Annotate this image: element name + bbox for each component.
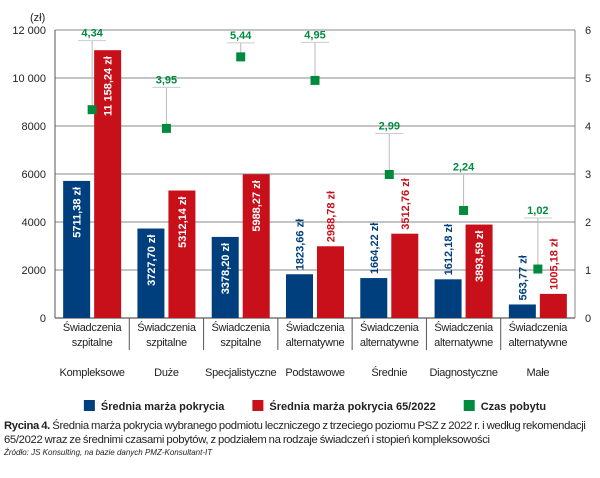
bar-blue xyxy=(211,236,239,318)
source-note: Źródło: JS Konsulting, na bazie danych P… xyxy=(4,448,213,457)
marker-value-label: 1,02 xyxy=(527,205,548,217)
category-label-line2: alternatywne xyxy=(286,337,345,349)
y-tick-label: 2000 xyxy=(22,265,46,277)
bar-value-label: 5711,38 zł xyxy=(72,187,84,238)
y-tick-label: 6000 xyxy=(22,169,46,181)
bar-red xyxy=(317,246,344,318)
bar-value-label: 5312,14 zł xyxy=(177,197,189,248)
y2-tick-label: 6 xyxy=(585,25,591,37)
figure-caption: Rycina 4. Średnia marża pokrycia wybrane… xyxy=(4,420,598,447)
y-unit-label: (zł) xyxy=(30,12,45,24)
bar-blue xyxy=(63,180,91,318)
legend-label: Czas pobytu xyxy=(481,401,546,413)
y2-tick-label: 1 xyxy=(585,265,591,277)
bar-blue xyxy=(434,279,462,318)
y2-tick-label: 4 xyxy=(585,121,591,133)
category-label-line2: szpitalne xyxy=(146,337,187,349)
y-tick-label: 12 000 xyxy=(12,25,46,37)
bar-blue xyxy=(137,228,165,318)
category-label-line2: szpitalne xyxy=(72,337,113,349)
category-label-line1: Świadczenia xyxy=(360,321,420,334)
y-tick-label: 4000 xyxy=(22,217,46,229)
marker-value-label: 4,34 xyxy=(81,28,103,40)
figure-footer: Rycina 4. Średnia marża pokrycia wybrane… xyxy=(4,420,598,457)
y-tick-label: 0 xyxy=(40,313,46,325)
legend-swatch xyxy=(463,400,475,411)
y2-tick-label: 5 xyxy=(585,73,591,85)
group-label: Diagnostyczne xyxy=(429,367,497,379)
y2-tick-label: 2 xyxy=(585,217,591,229)
bar-value-label: 3727,70 zł xyxy=(146,235,158,286)
group-label: Podstawowe xyxy=(285,367,345,379)
bar-red xyxy=(94,50,122,318)
group-label: Małe xyxy=(527,367,550,379)
bar-value-label: 2988,78 zł xyxy=(326,191,338,242)
group-label: Kompleksowe xyxy=(60,367,125,379)
category-label-line1: Świadczenia xyxy=(63,321,123,334)
marker-value-label: 4,95 xyxy=(304,29,325,41)
marker-czas-pobytu xyxy=(236,52,246,62)
legend-swatch xyxy=(83,400,95,411)
bar-value-label: 1823,66 zł xyxy=(295,219,307,270)
marker-value-label: 5,44 xyxy=(230,30,252,42)
marker-czas-pobytu xyxy=(310,75,320,85)
bar-red xyxy=(539,293,567,318)
group-label: Specjalistyczne xyxy=(205,367,276,379)
category-label-line2: alternatywne xyxy=(508,337,567,349)
group-label: Średnie xyxy=(371,366,407,379)
bar-blue xyxy=(508,304,536,318)
bar-value-label: 3512,76 zł xyxy=(400,178,412,229)
marker-czas-pobytu xyxy=(87,105,97,115)
bar-value-label: 1005,18 zł xyxy=(548,239,560,290)
caption-label: Rycina 4. xyxy=(4,420,50,432)
category-label-line1: Świadczenia xyxy=(211,321,271,334)
y2-tick-label: 0 xyxy=(585,313,591,325)
category-label-line2: szpitalne xyxy=(220,337,261,349)
category-label-line1: Świadczenia xyxy=(137,321,197,334)
bar-red xyxy=(465,224,493,318)
bar-value-label: 1612,18 zł xyxy=(443,224,455,275)
caption-text: Średnia marża pokrycia wybranego podmiot… xyxy=(4,420,586,446)
bar-blue xyxy=(286,274,313,318)
y2-tick-label: 3 xyxy=(585,169,591,181)
bar-value-label: 563,77 zł xyxy=(517,255,529,300)
marker-value-label: 3,95 xyxy=(156,74,177,86)
bar-blue xyxy=(360,278,388,318)
marker-value-label: 2,99 xyxy=(379,120,400,132)
marker-czas-pobytu xyxy=(161,123,171,133)
category-label-line2: alternatywne xyxy=(434,337,493,349)
group-label: Duże xyxy=(154,367,179,379)
category-label-line1: Świadczenia xyxy=(434,321,494,334)
marker-value-label: 2,24 xyxy=(453,161,475,173)
chart: 0 2000 4000 6000 8000 10 000 12 000 0 1 2 3 4 5 6 (zł)… xyxy=(12,12,591,413)
bar-value-label: 11 158,24 zł xyxy=(103,56,115,116)
category-label-line2: alternatywne xyxy=(360,337,419,349)
bar-red xyxy=(168,190,196,318)
marker-czas-pobytu xyxy=(533,264,543,274)
bar-red xyxy=(391,233,419,318)
legend-swatch xyxy=(252,400,264,411)
category-label-line1: Świadczenia xyxy=(509,321,569,334)
category-label-line1: Świadczenia xyxy=(286,321,346,334)
legend-label: Średnia marża pokrycia xyxy=(101,400,225,413)
bar-value-label: 5988,27 zł xyxy=(251,180,263,231)
bar-value-label: 1664,22 zł xyxy=(369,223,381,274)
legend-label: Średnia marża pokrycia 65/2022 xyxy=(269,400,435,413)
y-tick-label: 8000 xyxy=(22,121,46,133)
y-tick-label: 10 000 xyxy=(12,73,46,85)
bar-value-label: 3893,59 zł xyxy=(474,231,486,282)
marker-czas-pobytu xyxy=(459,205,469,215)
bar-red xyxy=(242,174,270,318)
marker-czas-pobytu xyxy=(384,169,394,179)
bar-value-label: 3378,20 zł xyxy=(220,243,232,294)
